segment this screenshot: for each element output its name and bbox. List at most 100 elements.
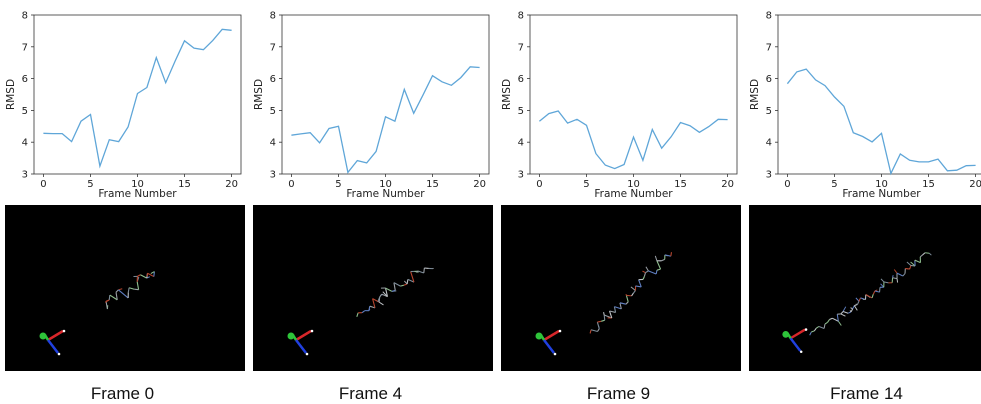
bond: [828, 320, 830, 323]
molecule-viewport[interactable]: [253, 205, 493, 371]
z-axis-arrow: [296, 340, 306, 353]
bond: [811, 331, 814, 332]
y-tick-label: 8: [766, 11, 772, 22]
bond: [639, 280, 642, 287]
y-axis-knob: [40, 333, 47, 340]
y-axis-knob: [288, 333, 295, 340]
plot-frame: [530, 15, 737, 174]
bond: [893, 278, 897, 279]
bond: [859, 298, 861, 301]
molecule-model: [590, 252, 671, 333]
x-tick-label: 0: [784, 179, 790, 190]
frame-caption: Frame 9: [496, 384, 741, 404]
bond: [866, 295, 872, 298]
molecule-viewport[interactable]: [5, 205, 245, 371]
bond: [400, 285, 403, 286]
bond: [819, 326, 824, 328]
y-tick-label: 5: [518, 106, 524, 117]
x-axis-label: Frame Number: [346, 188, 425, 200]
molecule-render: [749, 205, 981, 371]
x-tick-label: 5: [831, 179, 837, 190]
y-tick-label: 8: [22, 11, 28, 22]
bond: [626, 295, 628, 301]
plot-frame: [282, 15, 489, 174]
bond: [147, 273, 153, 276]
bond: [873, 291, 875, 294]
y-tick-label: 5: [270, 106, 276, 117]
x-axis-arrow: [544, 331, 559, 340]
bond: [614, 307, 621, 309]
bond: [884, 282, 889, 283]
bond: [657, 261, 661, 269]
y-tick-label: 7: [766, 42, 772, 53]
x-axis-label: Frame Number: [594, 188, 673, 200]
molecule-viewport[interactable]: [501, 205, 741, 371]
bond: [824, 324, 825, 328]
rmsd-series-line: [787, 69, 975, 173]
axis-gizmo: [782, 328, 807, 353]
z-axis-arrow: [544, 340, 554, 353]
molecule-viewport[interactable]: [749, 205, 981, 371]
bond: [140, 275, 146, 278]
y-axis-label: RMSD: [253, 79, 265, 110]
rmsd-series-line: [291, 67, 479, 173]
bond: [645, 271, 648, 273]
plot-frame: [778, 15, 981, 174]
y-tick-label: 5: [22, 106, 28, 117]
x-tick-label: 5: [583, 179, 589, 190]
bond: [907, 262, 911, 265]
bond: [925, 253, 929, 254]
bond: [829, 318, 832, 319]
bond: [875, 291, 880, 292]
bond: [854, 306, 857, 311]
x-axis-tip: [311, 330, 314, 333]
x-tick-label: 20: [473, 179, 486, 190]
bond: [597, 322, 599, 329]
bond: [929, 253, 931, 255]
bond: [894, 269, 897, 273]
bond: [903, 274, 905, 276]
x-tick-label: 0: [288, 179, 294, 190]
bond: [915, 260, 921, 263]
y-tick-label: 6: [518, 74, 524, 85]
bond: [814, 328, 816, 331]
bond: [129, 288, 134, 289]
bond: [590, 330, 591, 334]
bond: [424, 268, 425, 273]
molecule-render: [253, 205, 493, 371]
molecule-model: [357, 268, 434, 317]
bond: [643, 276, 644, 279]
z-axis-tip: [58, 353, 61, 356]
y-tick-label: 4: [518, 138, 524, 149]
axis-gizmo: [536, 330, 562, 356]
bond: [137, 275, 140, 277]
y-tick-label: 3: [22, 170, 28, 181]
y-tick-label: 6: [22, 74, 28, 85]
x-tick-label: 15: [922, 179, 935, 190]
bond: [872, 294, 873, 298]
x-tick-label: 5: [87, 179, 93, 190]
bond: [642, 271, 645, 273]
x-axis-tip: [559, 330, 562, 333]
molecule-model: [105, 272, 154, 309]
bond: [655, 256, 657, 261]
bond: [656, 270, 657, 274]
y-tick-label: 4: [270, 138, 276, 149]
y-tick-label: 4: [766, 138, 772, 149]
rmsd-series-line: [43, 29, 231, 166]
bond: [601, 320, 605, 321]
y-tick-label: 7: [270, 42, 276, 53]
x-axis-label: Frame Number: [842, 188, 921, 200]
y-tick-label: 8: [518, 11, 524, 22]
x-tick-label: 0: [40, 179, 46, 190]
z-axis-arrow: [791, 338, 801, 351]
bond: [856, 298, 859, 301]
y-axis-label: RMSD: [749, 79, 761, 110]
x-tick-label: 20: [721, 179, 734, 190]
bond: [118, 290, 128, 298]
